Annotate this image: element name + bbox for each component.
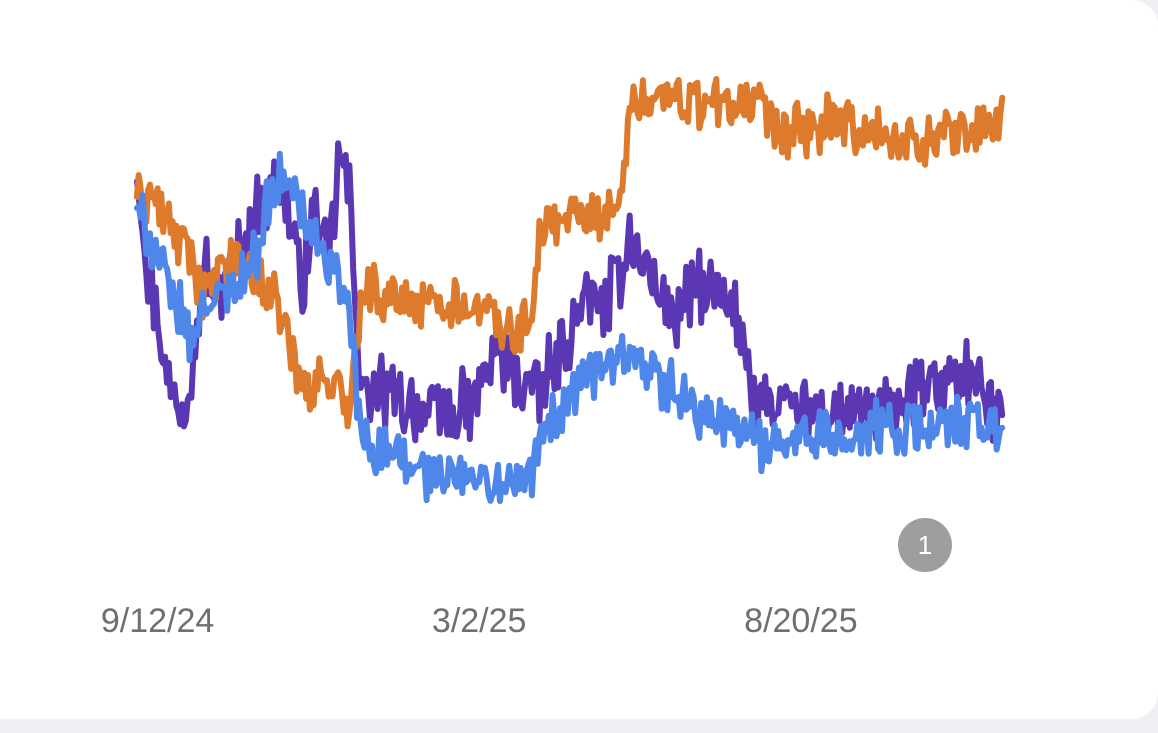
series-line-2 — [133, 76, 1006, 430]
badge-label: 1 — [918, 530, 932, 560]
x-tick-label: 3/2/25 — [432, 602, 527, 640]
x-tick-label: 8/20/25 — [744, 602, 857, 640]
x-tick-label: 9/12/24 — [101, 602, 214, 640]
badge-circle[interactable] — [898, 518, 952, 572]
annotation-badge[interactable]: 1 — [898, 518, 952, 572]
x-axis-ticks: 9/12/24 3/2/25 8/20/25 — [101, 602, 858, 640]
series-layer — [133, 76, 1006, 504]
series-line-3 — [133, 150, 1006, 504]
